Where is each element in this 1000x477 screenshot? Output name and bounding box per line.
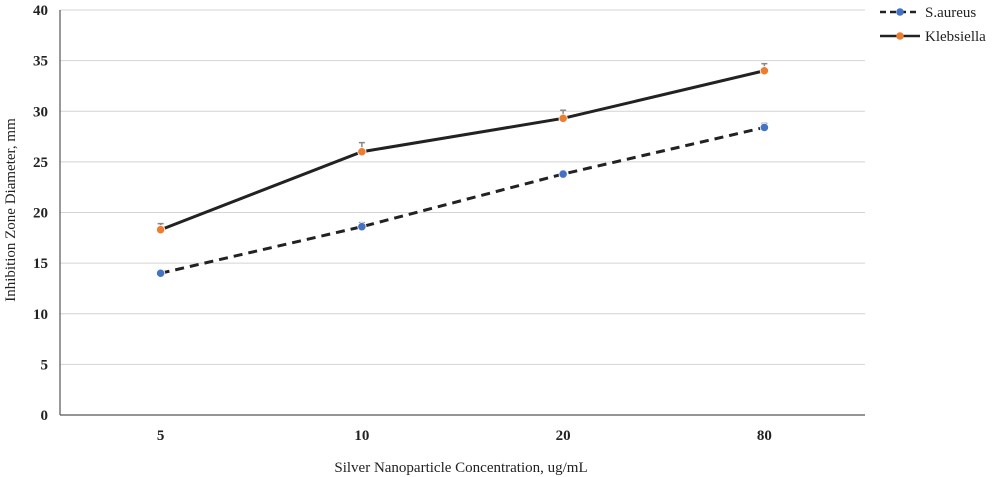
y-axis-title: Inhibition Zone Diameter, mm <box>3 118 19 302</box>
x-tick-label: 10 <box>354 428 369 444</box>
legend-marker <box>896 8 904 16</box>
axes <box>59 10 865 416</box>
series-layer <box>156 62 769 278</box>
y-tick-label: 10 <box>33 307 48 323</box>
data-point <box>558 169 568 179</box>
legend: S.aureus Klebsiella <box>880 5 986 45</box>
data-point <box>156 268 166 278</box>
gridlines <box>60 9 865 365</box>
x-tick-labels: 5 10 20 80 <box>157 428 772 444</box>
y-tick-label: 20 <box>33 206 48 222</box>
y-tick-label: 30 <box>33 104 48 120</box>
y-tick-label: 25 <box>33 155 48 171</box>
y-tick-label: 5 <box>41 357 49 373</box>
y-tick-label: 35 <box>33 54 48 70</box>
legend-label: Klebsiella <box>925 29 986 45</box>
data-point <box>759 66 769 76</box>
data-point <box>357 147 367 157</box>
legend-item: Klebsiella <box>880 29 986 45</box>
legend-marker <box>896 32 904 40</box>
x-axis-title: Silver Nanoparticle Concentration, ug/mL <box>334 460 587 476</box>
series-line <box>160 125 765 275</box>
legend-label: S.aureus <box>925 5 976 21</box>
series-klebsiella <box>156 62 769 235</box>
y-tick-label: 0 <box>41 408 49 424</box>
y-tick-labels: 0 5 10 15 20 25 30 35 40 <box>33 3 48 424</box>
data-point <box>357 222 367 232</box>
y-tick-label: 40 <box>33 3 48 19</box>
data-point <box>759 122 769 133</box>
data-point <box>156 225 166 235</box>
series-s-aureus <box>156 122 769 278</box>
x-tick-label: 20 <box>556 428 571 444</box>
data-point <box>558 113 568 123</box>
series-line <box>160 69 765 232</box>
x-tick-label: 80 <box>757 428 772 444</box>
legend-item: S.aureus <box>880 5 976 21</box>
y-tick-label: 15 <box>33 256 48 272</box>
x-tick-label: 5 <box>157 428 165 444</box>
